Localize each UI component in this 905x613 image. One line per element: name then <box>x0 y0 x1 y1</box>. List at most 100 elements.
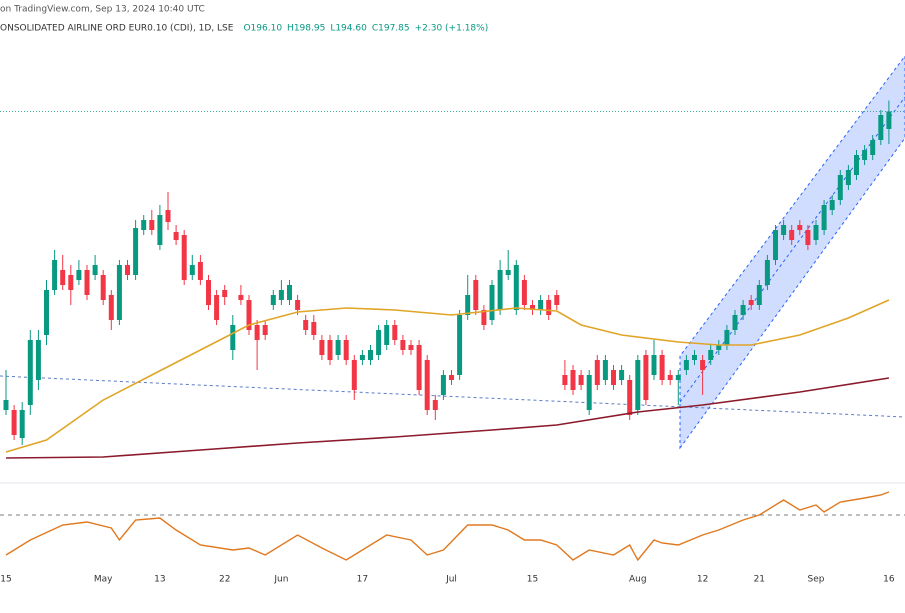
candle-body <box>651 355 657 375</box>
candle-body <box>457 315 463 375</box>
candle-body <box>440 375 446 395</box>
candle-body <box>586 375 592 410</box>
candle-body <box>886 111 892 129</box>
candle-body <box>845 170 851 185</box>
ohlc-value: H198.95 <box>287 24 325 34</box>
candle-body <box>692 355 697 360</box>
candle-body <box>683 360 689 370</box>
candle-body <box>116 265 122 320</box>
candle-body <box>748 300 754 305</box>
candle-body <box>432 400 438 410</box>
candle-body <box>230 325 236 350</box>
candle-body <box>813 225 819 240</box>
candle-body <box>254 325 260 340</box>
candle-body <box>92 265 98 275</box>
candle-body <box>513 265 519 310</box>
candle-body <box>27 340 33 405</box>
candle-body <box>238 295 244 300</box>
candle-body <box>35 340 41 380</box>
candle-body <box>68 275 74 290</box>
x-tick-label: Jun <box>273 575 288 585</box>
x-tick-label: Jul <box>445 575 457 585</box>
candle-body <box>756 285 762 305</box>
candle-body <box>781 225 787 235</box>
candle-body <box>805 230 811 245</box>
candle-body <box>214 295 220 320</box>
candle-body <box>424 360 430 410</box>
candle-body <box>773 230 778 260</box>
candle-body <box>189 265 195 275</box>
moving-average <box>5 299 890 453</box>
candle-body <box>52 260 58 290</box>
candle-body <box>708 350 714 360</box>
candle-body <box>854 155 859 175</box>
ohlc-value: C197.85 <box>372 24 410 34</box>
candle-body <box>473 280 479 310</box>
candle-body <box>384 325 390 345</box>
candle-body <box>173 232 179 240</box>
candle-body <box>376 330 382 355</box>
candle-body <box>19 410 25 438</box>
candle-body <box>100 275 106 300</box>
candle-body <box>530 305 535 310</box>
candle-body <box>659 355 665 380</box>
candle-body <box>619 370 625 380</box>
x-tick-label: Aug <box>629 575 647 585</box>
candle-body <box>554 295 560 305</box>
candle-body <box>716 345 722 350</box>
candle-body <box>578 375 584 385</box>
candle-body <box>667 375 673 380</box>
rsi-line <box>5 491 890 562</box>
x-tick-label: 13 <box>154 575 165 585</box>
candle-body <box>327 340 333 360</box>
ohlc-value: +2.30 (+1.18%) <box>415 24 489 34</box>
x-tick-label: May <box>94 575 113 585</box>
candle-body <box>351 360 357 390</box>
candle-body <box>797 225 803 230</box>
x-tick-label: 15 <box>0 575 11 585</box>
source-line: on TradingView.com, Sep 13, 2024 10:40 U… <box>0 5 205 15</box>
ohlc-value: L194.60 <box>330 24 367 34</box>
candle-body <box>141 220 147 230</box>
candle-body <box>764 260 770 285</box>
x-tick-label: 17 <box>357 575 368 585</box>
candle-body <box>84 270 90 295</box>
candle-body <box>246 300 252 330</box>
candle-body <box>481 310 487 325</box>
candle-body <box>732 315 738 330</box>
candle-body <box>465 295 471 315</box>
candle-body <box>521 280 527 305</box>
candle-body <box>562 375 568 385</box>
candle-body <box>724 330 730 345</box>
x-tick-label: 22 <box>219 575 230 585</box>
candle-body <box>335 340 341 355</box>
candle-body <box>287 285 292 300</box>
x-tick-label: Sep <box>808 575 825 585</box>
ohlc-header: O196.10 H198.95 L194.60 C197.85 +2.30 (+1.18… <box>243 24 488 34</box>
candle-body <box>311 322 317 335</box>
moving-average <box>5 377 890 459</box>
candle-body <box>303 320 309 330</box>
candle-body <box>408 345 414 350</box>
candle-body <box>594 360 600 385</box>
candle-body <box>133 228 139 275</box>
candle-body <box>270 295 276 305</box>
candle-body <box>497 270 503 310</box>
candle-body <box>449 375 454 380</box>
candle-body <box>878 115 884 140</box>
candle-body <box>181 235 187 280</box>
candle-body <box>570 370 576 390</box>
candle-body <box>829 200 835 210</box>
candle-body <box>108 295 114 320</box>
candle-body <box>295 300 301 310</box>
candle-body <box>262 325 268 335</box>
ohlc-value: O196.10 <box>243 24 282 34</box>
candle-body <box>862 150 868 160</box>
candle-body <box>60 270 66 285</box>
x-tick-label: 21 <box>754 575 765 585</box>
candle-body <box>392 325 398 340</box>
candle-body <box>700 360 706 370</box>
candle-body <box>368 350 373 360</box>
